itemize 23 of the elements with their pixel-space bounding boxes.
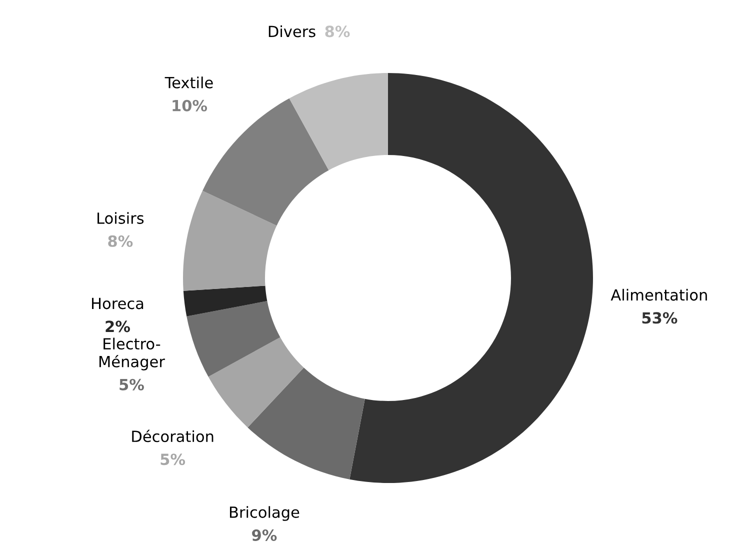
- donut-slice: [183, 190, 277, 291]
- slice-label: Loisirs: [98, 212, 144, 224]
- data-label: 9%: [252, 529, 277, 541]
- donut-slice: [183, 286, 268, 316]
- slice-label: Horeca: [92, 298, 144, 310]
- data-label: 2%: [106, 320, 130, 332]
- slice-label: Décoration: [132, 430, 214, 442]
- data-label: 53%: [642, 312, 678, 324]
- slice-label: Electro- Ménager: [99, 338, 165, 370]
- slice-label: Alimentation: [610, 288, 707, 301]
- data-label: 5%: [160, 454, 186, 466]
- donut-slice: [350, 73, 593, 483]
- donut-slice: [186, 301, 280, 377]
- slice-label: Bricolage: [230, 506, 300, 521]
- data-label: 8%: [108, 235, 133, 247]
- donut-slice: [289, 73, 388, 170]
- data-label: 5%: [120, 378, 144, 390]
- data-label: 8%: [325, 26, 350, 38]
- donut-slice: [208, 337, 304, 428]
- data-label: 10%: [172, 100, 208, 112]
- slice-label: Divers: [268, 25, 316, 38]
- slice-label: Textile: [164, 76, 213, 88]
- donut-slice: [248, 368, 365, 480]
